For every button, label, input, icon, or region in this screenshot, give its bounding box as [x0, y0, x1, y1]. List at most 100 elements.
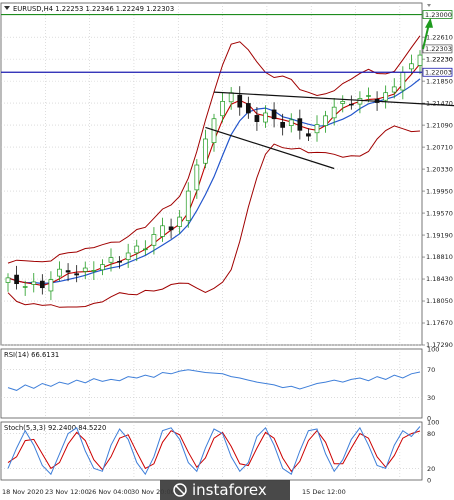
forecast-arrow-shaft	[422, 23, 430, 50]
candle-body	[348, 103, 354, 106]
candle-body	[391, 86, 397, 93]
price-tick-label: 1.20710	[426, 143, 453, 151]
price-tick-label: 1.19950	[426, 187, 453, 195]
trendline	[213, 91, 454, 107]
logo-text: instaforex	[192, 481, 267, 499]
candle-body	[168, 226, 174, 231]
stoch-tick-label: 0	[427, 477, 431, 485]
instaforex-logo	[160, 480, 290, 500]
candle-body	[271, 109, 277, 120]
candle-body	[409, 63, 414, 70]
price-tick-label: 1.18810	[426, 253, 453, 261]
x-axis-label: 18 Nov 2020	[2, 488, 44, 496]
price-panel-frame	[0, 2, 423, 346]
candle-body	[400, 72, 406, 91]
candle-body	[177, 216, 183, 227]
price-tick-label: 1.20330	[426, 165, 453, 173]
candle-body	[100, 264, 105, 271]
stoch-tick-label: 100	[427, 419, 439, 427]
rsi-line	[7, 369, 421, 391]
ghost-price-label: 1.22230	[426, 55, 453, 63]
bollinger-lower-line	[7, 125, 421, 308]
price-tick-label: 1.17290	[426, 341, 453, 349]
candle-body	[91, 270, 97, 272]
candle-body	[306, 133, 311, 137]
stoch-label: Stoch(5,3,3) 92.2400 84.5220	[4, 424, 106, 432]
candle-body	[82, 267, 88, 272]
forecast-arrow-head	[425, 17, 433, 28]
candle-body	[5, 277, 11, 283]
x-axis-label: 26 Nov 04:00	[88, 488, 132, 496]
candle-body	[383, 92, 389, 101]
candle-body	[134, 245, 140, 254]
rsi-label: RSI(14) 66.6131	[4, 351, 59, 359]
candle-body	[263, 112, 268, 123]
level-tag	[422, 10, 453, 19]
price-tick-label: 1.22230	[426, 55, 453, 63]
x-axis-label: 23 Nov 12:00	[45, 488, 89, 496]
candle-body	[297, 118, 303, 131]
stoch-tick-label: 20	[427, 465, 435, 473]
stoch-main-line	[7, 426, 421, 476]
price-tick-label: 1.18050	[426, 297, 453, 305]
price-tick-label: 1.22610	[426, 33, 453, 41]
candle-body	[366, 95, 371, 97]
candle-body	[151, 234, 157, 246]
rsi-tick-label: 30	[427, 394, 435, 402]
logo-icon	[173, 483, 187, 497]
candle-body	[237, 94, 243, 108]
price-tick-label: 1.21470	[426, 99, 453, 107]
period-marker	[427, 4, 431, 7]
candle-body	[57, 268, 62, 277]
stoch-tick-label: 80	[427, 430, 435, 438]
level-tag	[422, 67, 453, 77]
candle-body	[160, 225, 165, 237]
candle-body	[185, 190, 191, 221]
price-tick-label: 1.19570	[426, 209, 453, 217]
price-tick-label: 1.21090	[426, 121, 453, 129]
candle-body	[417, 54, 423, 66]
symbol-dropdown-icon	[4, 6, 10, 10]
candle-body	[288, 119, 294, 126]
candle-body	[14, 274, 19, 285]
stoch-signal-line	[7, 429, 421, 473]
x-axis-label: 15 Dec 12:00	[302, 488, 346, 496]
price-tick-label: 1.21850	[426, 77, 453, 85]
candle-body	[74, 273, 80, 276]
level-label: 1.23000	[425, 11, 452, 19]
bollinger-upper-line	[7, 35, 421, 264]
candle-body	[357, 98, 363, 105]
rsi-panel-frame	[0, 348, 423, 419]
x-axis-label: 30 Nov 20:00	[131, 488, 175, 496]
candle-body	[245, 103, 251, 114]
candle-body	[108, 257, 114, 263]
candle-body	[228, 92, 234, 103]
symbol-header: EURUSD,H4 1.22253 1.22346 1.22249 1.2230…	[13, 5, 174, 13]
candle-body	[125, 252, 131, 260]
candle-body	[220, 101, 225, 117]
candle-body	[323, 115, 328, 126]
candle-body	[48, 279, 54, 292]
candle-body	[39, 280, 45, 289]
logo-icon-slash	[175, 485, 185, 495]
candle-body	[194, 164, 200, 191]
rsi-tick-label: 70	[427, 366, 435, 374]
price-tick-label: 1.19190	[426, 231, 453, 239]
candle-body	[331, 106, 337, 119]
current-price-label: 1.22303	[425, 45, 452, 53]
candle-body	[31, 281, 37, 285]
candle-body	[340, 101, 346, 104]
candle-body	[117, 260, 122, 263]
price-tick-label: 1.18430	[426, 275, 453, 283]
candle-body	[280, 121, 286, 128]
rsi-tick-label: 100	[427, 346, 439, 354]
trendline	[205, 126, 335, 170]
candle-body	[22, 286, 28, 288]
candle-body	[203, 138, 208, 164]
candle-body	[142, 248, 148, 251]
candle-body	[65, 270, 71, 273]
rsi-tick-label: 0	[427, 415, 431, 423]
logo-background	[160, 480, 290, 500]
